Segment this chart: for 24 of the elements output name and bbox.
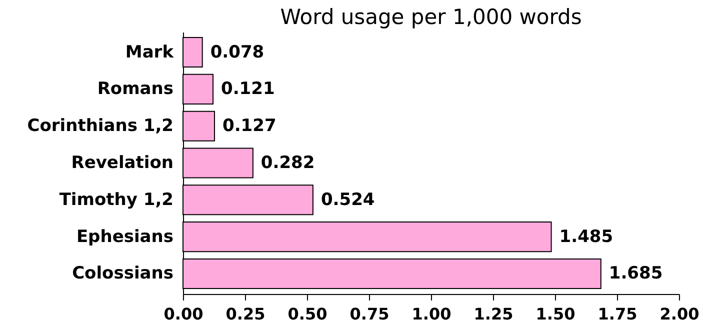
y-tick-label: Corinthians 1,2 bbox=[27, 116, 174, 136]
x-tick-label: 1.00 bbox=[412, 304, 452, 324]
data-label: 1.485 bbox=[559, 226, 614, 247]
x-tick-label: 0.00 bbox=[164, 304, 204, 324]
y-tick-label: Ephesians bbox=[76, 226, 174, 247]
x-tick-label: 1.75 bbox=[598, 304, 638, 324]
x-tick-label: 2.00 bbox=[660, 304, 700, 324]
y-tick-label: Timothy 1,2 bbox=[59, 190, 174, 210]
x-tick-label: 0.25 bbox=[226, 304, 266, 324]
x-tick-label: 1.50 bbox=[536, 304, 576, 324]
data-label: 0.127 bbox=[222, 116, 276, 136]
data-label: 1.685 bbox=[608, 264, 663, 284]
y-tick-label: Mark bbox=[125, 42, 174, 62]
y-tick-label: Revelation bbox=[71, 153, 174, 173]
data-label: 0.282 bbox=[260, 153, 315, 173]
x-tick-label: 1.25 bbox=[474, 304, 514, 324]
data-label: 0.078 bbox=[210, 42, 264, 62]
y-tick-label: Romans bbox=[97, 79, 174, 100]
data-label: 0.524 bbox=[320, 190, 375, 210]
y-tick-label: Colossians bbox=[72, 264, 174, 284]
data-label: 0.121 bbox=[221, 79, 275, 100]
x-tick-label: 0.50 bbox=[288, 304, 328, 324]
x-tick-label: 0.75 bbox=[350, 304, 390, 324]
chart-title: Word usage per 1,000 words bbox=[280, 5, 582, 29]
